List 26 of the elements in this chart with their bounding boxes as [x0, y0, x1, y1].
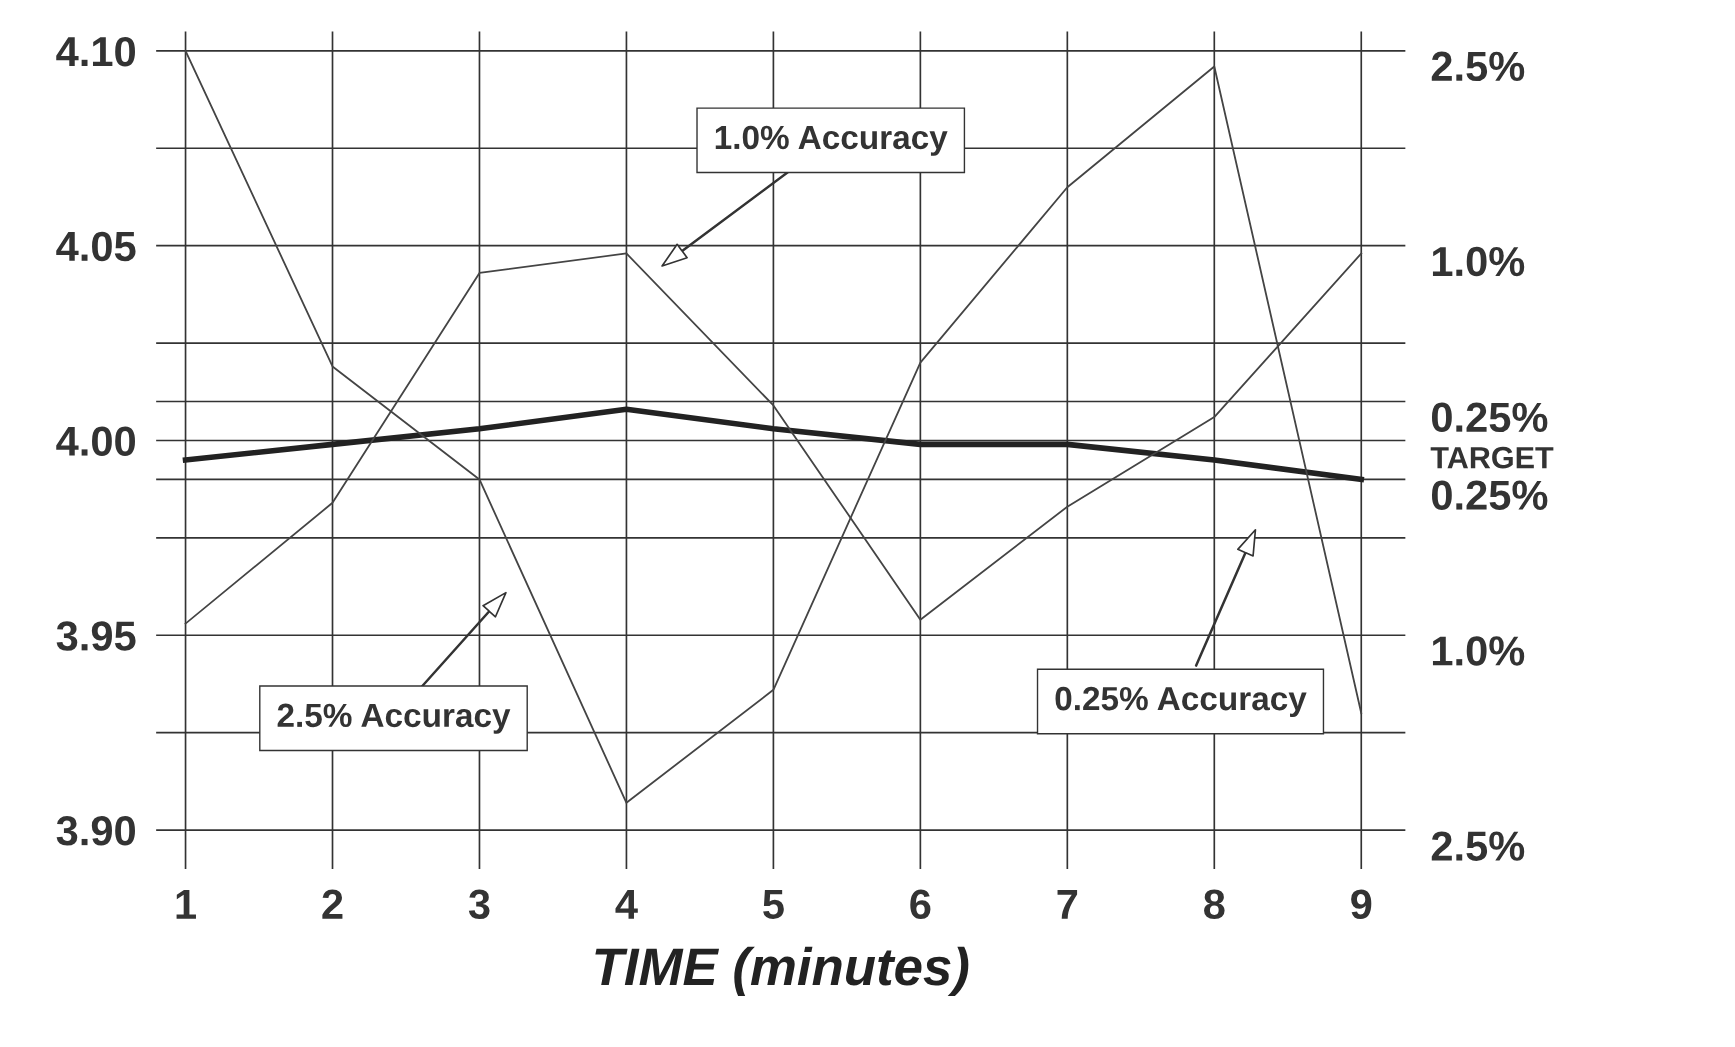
x-tick-label: 2: [322, 889, 343, 919]
x-tick-label: 9: [1351, 889, 1372, 920]
x-tick-label: 1: [176, 889, 196, 919]
text: 0.25%: [1431, 402, 1548, 433]
text: 0.25%: [1431, 480, 1548, 510]
text: 2.5%: [1431, 51, 1525, 82]
text: 1.0%: [1432, 246, 1525, 277]
annotation: 1.0% Accuracy: [715, 125, 948, 156]
y-tick-label: 3.95: [56, 621, 136, 651]
x-tick-label: 5: [763, 889, 784, 920]
y-tick-label: 4.10: [56, 36, 136, 67]
x-tick-label: 8: [1204, 889, 1225, 920]
line-series: [184, 49, 1363, 804]
y-tick-label: 4.00: [56, 426, 136, 456]
x-tick-label: 6: [910, 889, 931, 920]
x-tick-label: 3: [468, 889, 490, 920]
x-axis-title: TIME (minutes): [595, 946, 969, 996]
x-tick-label: 4: [615, 889, 638, 919]
annotation: 0.25% Accuracy: [1055, 686, 1307, 718]
y-tick-label: 4.05: [56, 231, 136, 262]
text: 2.5%: [1431, 831, 1525, 861]
text: TARGET: [1430, 446, 1554, 469]
text: 1.0%: [1432, 636, 1525, 666]
x-tick-label: 7: [1057, 889, 1078, 919]
annotation: 2.5% Accuracy: [277, 703, 511, 734]
y-tick-label: 3.90: [56, 816, 136, 846]
